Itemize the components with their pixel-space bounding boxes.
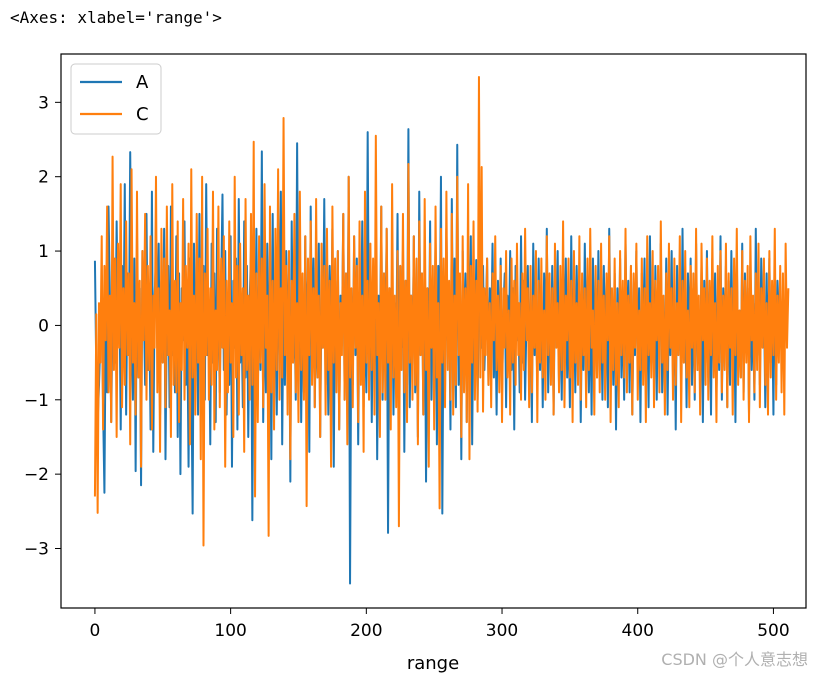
axes-repr-text: <Axes: xlabel='range'> xyxy=(10,8,222,27)
plot-frame xyxy=(60,53,807,609)
y-tick-label: 2 xyxy=(38,168,49,188)
y-tick-label: −2 xyxy=(24,465,49,485)
series-line-c xyxy=(93,76,790,547)
x-tick-label: 300 xyxy=(486,621,518,641)
legend-label-a: A xyxy=(136,72,149,93)
x-tick-label: 0 xyxy=(90,621,101,641)
x-tick-label: 200 xyxy=(350,621,382,641)
legend: A C xyxy=(70,63,162,135)
x-tick-label: 400 xyxy=(622,621,654,641)
csdn-watermark: CSDN @个人意志想 xyxy=(661,650,808,669)
y-tick-label: 0 xyxy=(38,316,49,336)
x-tick-label: 100 xyxy=(214,621,246,641)
y-tick-label: −1 xyxy=(24,391,49,411)
x-axis-ticks: 0 100 200 300 400 500 xyxy=(90,608,790,641)
x-axis-label: range xyxy=(407,653,459,674)
legend-label-c: C xyxy=(136,104,149,125)
x-tick-label: 500 xyxy=(757,621,789,641)
y-tick-label: 1 xyxy=(38,242,49,262)
series-layer xyxy=(93,76,790,585)
y-axis-ticks: −3 −2 −1 0 1 2 3 xyxy=(24,93,61,560)
y-tick-label: 3 xyxy=(38,93,49,113)
y-tick-label: −3 xyxy=(24,540,49,560)
